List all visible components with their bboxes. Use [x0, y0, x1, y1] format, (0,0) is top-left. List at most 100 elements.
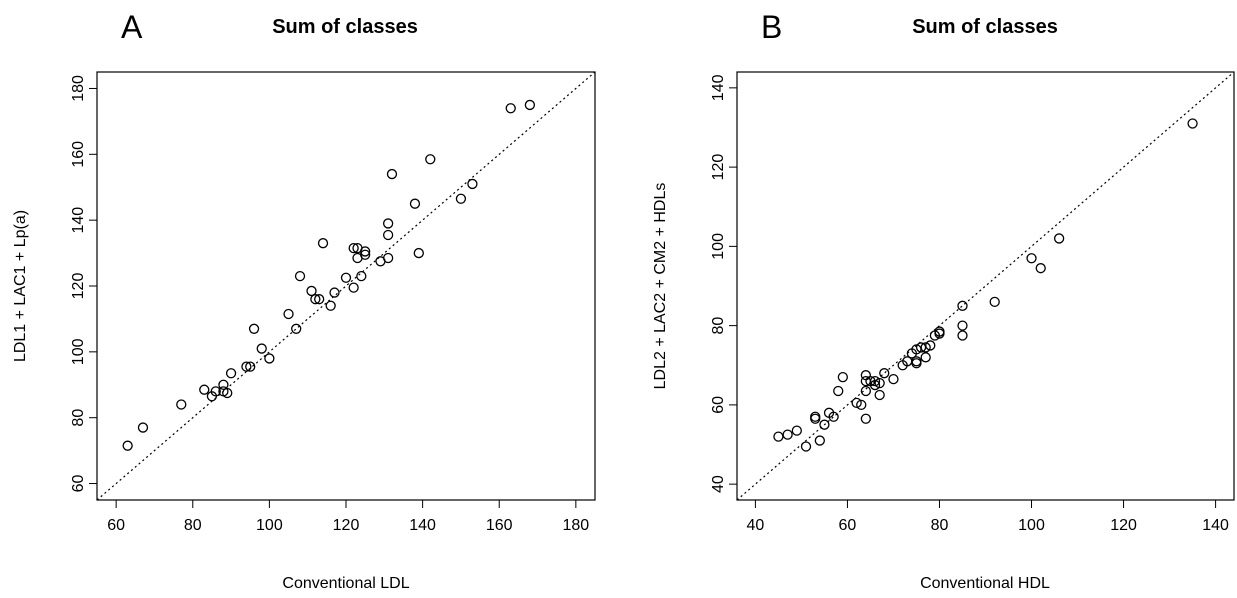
- panel-a-ticks: 60 80 100 120 140 160 180 60 80 100 120 140 160 180: [70, 75, 589, 534]
- panel-b-data-point: [869, 375, 881, 387]
- panel-b-data-point: [1035, 263, 1046, 274]
- panel-b-data-point: [851, 397, 862, 409]
- panel-b-marks: [736, 71, 1235, 501]
- panel-b-y-tick-label: 80: [710, 317, 727, 335]
- panel-a-x-axis-label: Conventional LDL: [282, 575, 409, 592]
- panel-b-x-tick-label: 40: [747, 517, 765, 534]
- panel-a-data-point: [382, 218, 394, 229]
- panel-b-x-axis-label: Conventional HDL: [920, 575, 1050, 592]
- panel-a-data-point: [218, 379, 229, 390]
- panel-a-data-point: [382, 229, 394, 241]
- panel-b-data-point: [782, 429, 793, 440]
- panel-b-data-point: [925, 340, 936, 351]
- panel-a-data-point: [455, 193, 467, 204]
- panel-a-data-point: [310, 294, 321, 305]
- panel-b-y-tick-label: 100: [710, 233, 727, 260]
- panel-a-data-point: [241, 361, 252, 372]
- panel-b-data-point: [874, 377, 885, 389]
- panel-b-y-tick-label: 40: [710, 475, 727, 493]
- panel-b-data-point: [934, 326, 945, 337]
- panel-a-data-point: [382, 252, 394, 264]
- panel-a-data-point: [348, 282, 359, 293]
- panel-b-data-point: [800, 441, 812, 452]
- panel-b-data-point: [860, 385, 872, 397]
- panel-b-data-point: [911, 358, 922, 369]
- panel-b-data-point: [810, 413, 821, 424]
- panel-a-data-point: [283, 308, 294, 320]
- panel-a-data-point: [314, 294, 325, 305]
- panel-a-identity-line: [96, 71, 596, 501]
- panel-a-data-point: [210, 386, 221, 397]
- panel-a-x-tick-label: 180: [562, 517, 589, 534]
- panel-a-x-tick-label: 160: [486, 517, 513, 534]
- panel-b-title: Sum of classes: [912, 16, 1058, 38]
- panel-a-data-point: [325, 300, 336, 311]
- panel-a-data-point: [222, 387, 233, 399]
- panel-b-data-point: [869, 379, 881, 391]
- panel-b-data-point: [1026, 253, 1037, 264]
- panel-a-data-point: [317, 238, 329, 249]
- panel-b-data-point: [856, 399, 867, 411]
- panel-a-data-point: [360, 246, 371, 257]
- panel-b-data-point: [791, 425, 802, 436]
- panel-b-data-point: [957, 320, 968, 331]
- panel-a-data-point: [467, 178, 478, 190]
- panel-a-data-point: [505, 103, 516, 114]
- panel-b-y-tick-label: 140: [710, 74, 727, 101]
- panel-b-data-point: [989, 296, 1000, 308]
- panel-a-data-point: [340, 272, 352, 283]
- panel-a-y-tick-label: 80: [70, 409, 87, 427]
- panel-a-data-point: [360, 249, 371, 260]
- panel-a-data-point: [176, 399, 187, 410]
- panel-b-data-point: [888, 373, 899, 385]
- panel-a-y-axis-label: LDL1 + LAC1 + Lp(a): [12, 210, 29, 362]
- panel-b-x-tick-label: 140: [1202, 517, 1229, 534]
- panel-b-data-point: [773, 431, 784, 442]
- panel-b-x-tick-label: 120: [1110, 517, 1137, 534]
- panel-a-data-point: [329, 287, 340, 298]
- panel-b-data-point: [1187, 118, 1198, 129]
- panel-a-data-point: [348, 242, 359, 254]
- panel-a-data-point: [409, 198, 421, 209]
- panel-a-x-tick-label: 140: [409, 517, 436, 534]
- panel-a-data-point: [306, 285, 317, 297]
- panel-a-title: Sum of classes: [272, 16, 418, 38]
- panel-a-marks: [96, 71, 596, 501]
- panel-b-data-point: [879, 368, 890, 379]
- panel-b-plot-frame: [736, 71, 1235, 501]
- panel-b-data-point: [828, 411, 839, 422]
- panel-a-y-tick-label: 140: [70, 207, 87, 234]
- panel-a-data-point: [256, 343, 267, 354]
- panel-a-x-tick-label: 60: [107, 517, 125, 534]
- panel-a-data-point: [137, 422, 149, 433]
- panel-a-data-point: [264, 353, 275, 364]
- panel-a-data-point: [425, 154, 436, 165]
- panel-a-y-tick-label: 60: [70, 475, 87, 493]
- panel-b-data-point: [837, 371, 848, 383]
- panel-a-y-tick-label: 160: [70, 141, 87, 168]
- panel-a-data-point: [245, 361, 256, 372]
- panel-b-data-point: [957, 300, 968, 311]
- panel-a: A Sum of classes Conventional LDL LDL1 +…: [12, 9, 596, 592]
- panel-a-data-point: [248, 323, 260, 334]
- panel-b-data-point: [874, 389, 885, 401]
- panel-b-letter: B: [761, 9, 782, 45]
- panel-b: B Sum of classes Conventional HDL LDL2 +…: [652, 9, 1235, 592]
- panel-a-letter: A: [121, 9, 143, 45]
- panel-a-x-tick-label: 100: [256, 517, 283, 534]
- panel-b-data-point: [860, 413, 872, 424]
- panel-b-data-point: [920, 352, 931, 363]
- panel-a-y-tick-label: 120: [70, 273, 87, 300]
- panel-b-x-tick-label: 80: [931, 517, 949, 534]
- panel-a-data-point: [225, 368, 237, 379]
- panel-a-data-point: [386, 168, 398, 180]
- panel-a-data-point: [291, 323, 302, 334]
- panel-a-data-point: [294, 270, 306, 282]
- panel-b-data-point: [833, 385, 844, 397]
- panel-b-y-tick-label: 120: [710, 154, 727, 181]
- panel-a-x-tick-label: 80: [184, 517, 202, 534]
- panel-b-data-point: [957, 330, 968, 341]
- panel-b-data-point: [819, 419, 830, 430]
- panel-a-y-tick-label: 100: [70, 338, 87, 365]
- panel-b-x-tick-label: 60: [839, 517, 857, 534]
